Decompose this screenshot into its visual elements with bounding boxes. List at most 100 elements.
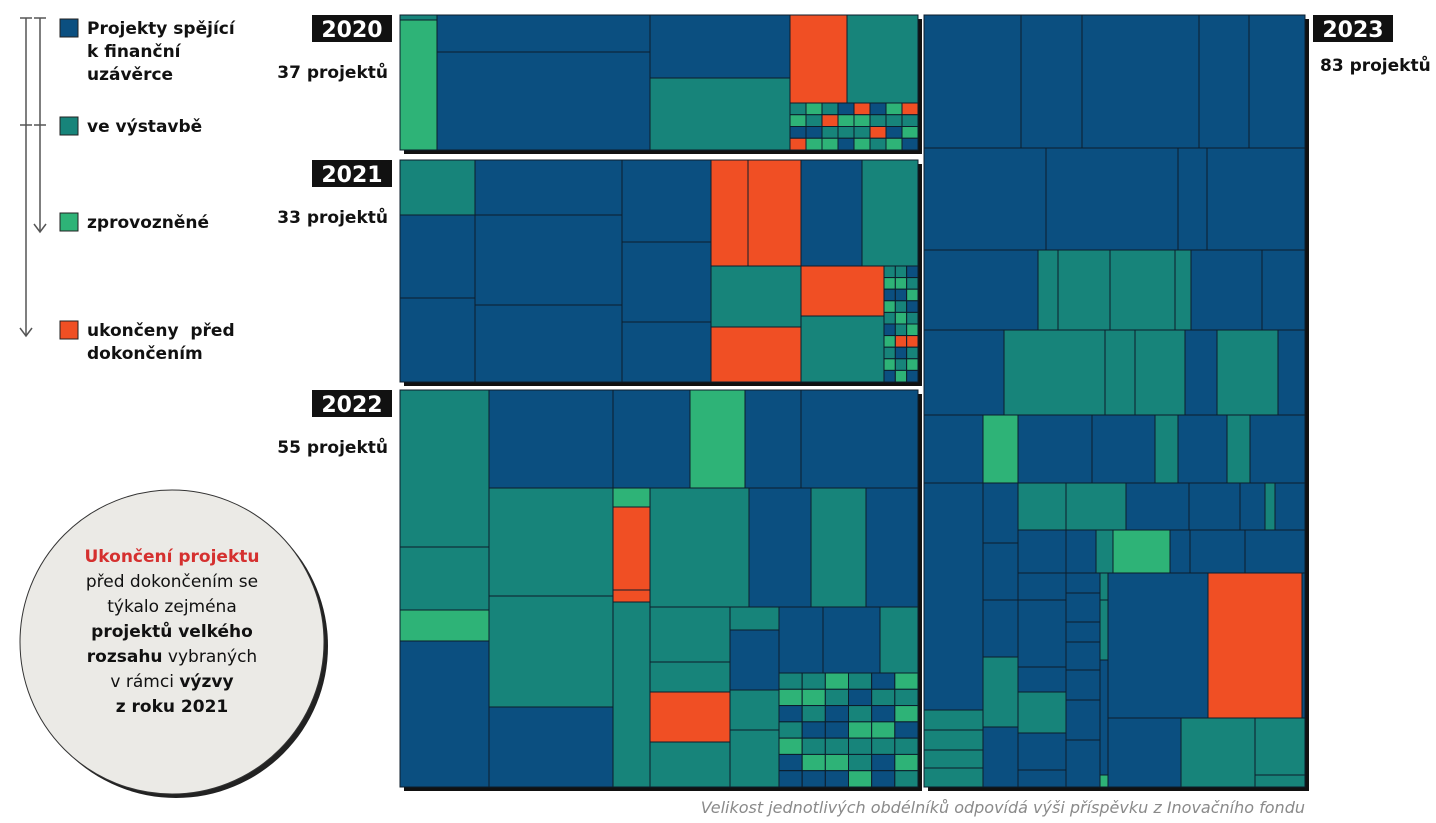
treemap-cell: [710, 265, 802, 328]
note-line: Ukončení projektu: [84, 547, 259, 567]
note-line: v rámci výzvy: [110, 672, 233, 692]
treemap-cell: [1206, 147, 1306, 251]
treemap-cell: [871, 705, 896, 723]
treemap-cell: [837, 137, 855, 151]
treemap-cell: [1207, 572, 1303, 719]
treemap-cell: [885, 114, 903, 127]
treemap-cell: [894, 277, 908, 290]
treemap-cell: [853, 137, 871, 151]
treemap-cell: [982, 482, 1019, 544]
treemap-cell: [789, 114, 807, 127]
treemap-cell: [837, 126, 855, 139]
treemap-cell: [883, 277, 896, 290]
treemap-cell: [1254, 717, 1306, 776]
treemap-cell: [1189, 529, 1246, 574]
treemap-cell: [789, 137, 807, 151]
treemap-cell: [824, 770, 849, 788]
treemap-cell: [894, 335, 908, 348]
treemap-cell: [488, 389, 614, 489]
treemap-cell: [474, 304, 623, 383]
treemap-cell: [1037, 249, 1059, 331]
treemap-cell: [805, 126, 823, 139]
year-badge: [1313, 15, 1393, 42]
treemap-cell: [821, 137, 839, 151]
note-bubble: [19, 489, 325, 795]
treemap-cell: [1125, 482, 1190, 531]
treemap-cell: [778, 737, 803, 755]
treemap-cell: [906, 300, 919, 313]
treemap-cell: [869, 114, 887, 127]
treemap-cell: [789, 14, 848, 104]
treemap-cell: [894, 705, 919, 723]
treemap-cell: [1226, 414, 1251, 484]
treemap-cell: [923, 749, 984, 769]
treemap-cell: [801, 770, 826, 788]
treemap-cell: [848, 688, 873, 707]
treemap-cell: [1264, 482, 1276, 531]
treemap-cell: [1065, 529, 1097, 574]
legend-swatch: [59, 320, 79, 340]
treemap-cell: [399, 19, 438, 151]
treemap-cell: [848, 770, 873, 788]
treemap-cell: [1065, 592, 1101, 623]
treemap-cell: [894, 300, 908, 313]
note-text: výzvy: [179, 672, 233, 692]
note-text: vybraných: [163, 647, 258, 667]
treemap-cell: [800, 159, 863, 267]
treemap-cell: [824, 672, 849, 690]
treemap-cell: [901, 126, 919, 139]
treemap-cell: [846, 14, 919, 104]
treemap-cell: [729, 629, 780, 691]
treemap-cell: [894, 753, 919, 772]
treemap-cell: [1104, 329, 1136, 416]
treemap-cell: [1174, 249, 1192, 331]
treemap-cell: [1177, 147, 1208, 251]
treemap-cell: [837, 114, 855, 127]
treemap-cell: [901, 102, 919, 116]
legend-swatch: [59, 116, 79, 136]
treemap-cell: [488, 706, 614, 788]
treemap-cell: [649, 14, 791, 79]
treemap-cell: [612, 389, 691, 489]
treemap-cell: [1216, 329, 1279, 416]
treemap-cell: [801, 672, 826, 690]
treemap-cell: [744, 389, 802, 489]
treemap-cell: [923, 249, 1039, 331]
note-text: rozsahu: [87, 647, 163, 667]
treemap-cell: [879, 606, 919, 674]
treemap-cell: [883, 346, 896, 360]
treemap-cell: [621, 321, 712, 383]
treemap-cell: [837, 102, 855, 116]
treemap-cell: [1154, 414, 1179, 484]
treemap-cell: [824, 688, 849, 707]
year-label: 2020: [321, 18, 382, 43]
treemap-cell: [399, 159, 476, 216]
year-label: 2021: [321, 163, 382, 188]
legend-arrows: [19, 17, 47, 338]
treemap-cell: [399, 640, 490, 788]
treemap-cell: [894, 311, 908, 325]
treemap-cell: [894, 265, 908, 279]
treemap-cell: [710, 159, 749, 267]
treemap-cell: [894, 369, 908, 383]
treemap-cell: [906, 277, 919, 290]
treemap-cell: [747, 159, 802, 267]
note-line: týkalo zejména: [107, 597, 237, 617]
treemap-cell: [1188, 482, 1241, 531]
treemap-cell: [800, 265, 885, 317]
treemap-cell: [810, 487, 867, 608]
treemap-cell: [649, 661, 731, 693]
treemap-cell: [848, 737, 873, 755]
treemap-cell: [906, 369, 919, 383]
treemap-cell: [1065, 641, 1101, 671]
treemap-cell: [399, 214, 476, 299]
legend-label: dokončením: [87, 344, 203, 364]
treemap-cell: [399, 546, 490, 611]
treemap-cell: [649, 487, 750, 608]
treemap-cell: [923, 709, 984, 731]
treemap-cell: [1169, 529, 1191, 574]
treemap-cell: [906, 358, 919, 371]
treemap-cell: [436, 14, 651, 53]
treemap-cell: [1057, 249, 1111, 331]
